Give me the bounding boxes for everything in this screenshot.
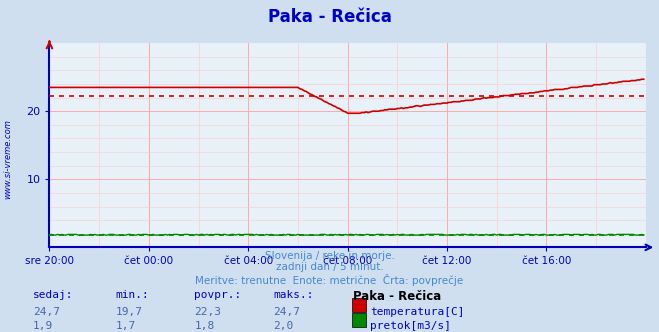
Text: zadnji dan / 5 minut.: zadnji dan / 5 minut. (275, 262, 384, 272)
Text: Meritve: trenutne  Enote: metrične  Črta: povprečje: Meritve: trenutne Enote: metrične Črta: … (195, 274, 464, 286)
Text: Paka - Rečica: Paka - Rečica (268, 8, 391, 26)
Text: min.:: min.: (115, 290, 149, 300)
Text: maks.:: maks.: (273, 290, 314, 300)
Text: 1,7: 1,7 (115, 321, 136, 331)
Text: temperatura[C]: temperatura[C] (370, 307, 465, 317)
Text: 1,9: 1,9 (33, 321, 53, 331)
Text: 22,3: 22,3 (194, 307, 221, 317)
Text: 1,8: 1,8 (194, 321, 215, 331)
Text: 24,7: 24,7 (273, 307, 301, 317)
Text: 19,7: 19,7 (115, 307, 142, 317)
Text: Paka - Rečica: Paka - Rečica (353, 290, 441, 303)
Text: Slovenija / reke in morje.: Slovenija / reke in morje. (264, 251, 395, 261)
Text: povpr.:: povpr.: (194, 290, 242, 300)
Text: 24,7: 24,7 (33, 307, 60, 317)
Text: 2,0: 2,0 (273, 321, 294, 331)
Text: www.si-vreme.com: www.si-vreme.com (3, 120, 13, 199)
Text: sedaj:: sedaj: (33, 290, 73, 300)
Text: pretok[m3/s]: pretok[m3/s] (370, 321, 451, 331)
